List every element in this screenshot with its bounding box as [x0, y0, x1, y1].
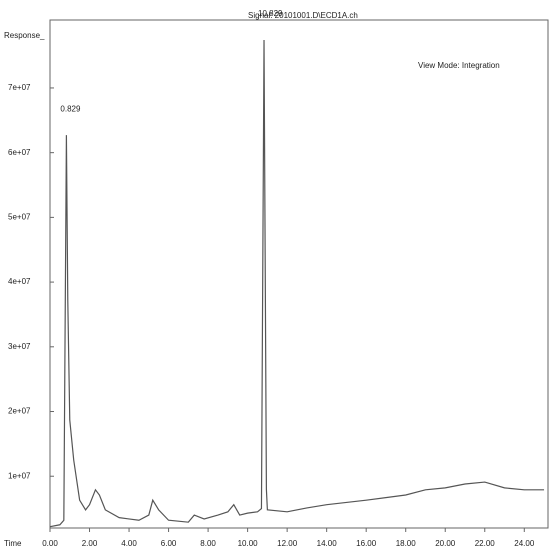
- x-axis-label: Time: [4, 539, 22, 548]
- annotation: View Mode: Integration: [418, 61, 500, 70]
- x-tick-label: 0.00: [42, 539, 58, 548]
- y-tick-label: 6e+07: [8, 148, 31, 157]
- x-tick-label: 6.00: [161, 539, 177, 548]
- y-tick-label: 2e+07: [8, 407, 31, 416]
- annotation: Signal: 20101001.D\ECD1A.ch: [248, 11, 358, 20]
- y-tick-label: 1e+07: [8, 471, 31, 480]
- signal-line: [49, 40, 545, 528]
- x-tick-label: 12.00: [277, 539, 298, 548]
- x-tick-label: 8.00: [200, 539, 216, 548]
- x-tick-label: 24.00: [514, 539, 535, 548]
- peak-label: 10.829: [258, 9, 283, 18]
- x-tick-label: 20.00: [435, 539, 456, 548]
- y-tick-label: 5e+07: [8, 212, 31, 221]
- x-tick-label: 14.00: [317, 539, 338, 548]
- x-tick-label: 16.00: [356, 539, 377, 548]
- y-tick-label: 3e+07: [8, 342, 31, 351]
- x-tick-label: 10.00: [238, 539, 259, 548]
- plot-frame: [49, 19, 549, 529]
- x-tick-label: 22.00: [475, 539, 496, 548]
- x-tick-label: 2.00: [82, 539, 98, 548]
- y-tick-label: 4e+07: [8, 277, 31, 286]
- y-tick-label: 7e+07: [8, 83, 31, 92]
- y-axis-label: Response_: [4, 31, 45, 40]
- peak-label: 0.829: [60, 104, 81, 113]
- x-tick-label: 18.00: [396, 539, 417, 548]
- x-tick-label: 4.00: [121, 539, 137, 548]
